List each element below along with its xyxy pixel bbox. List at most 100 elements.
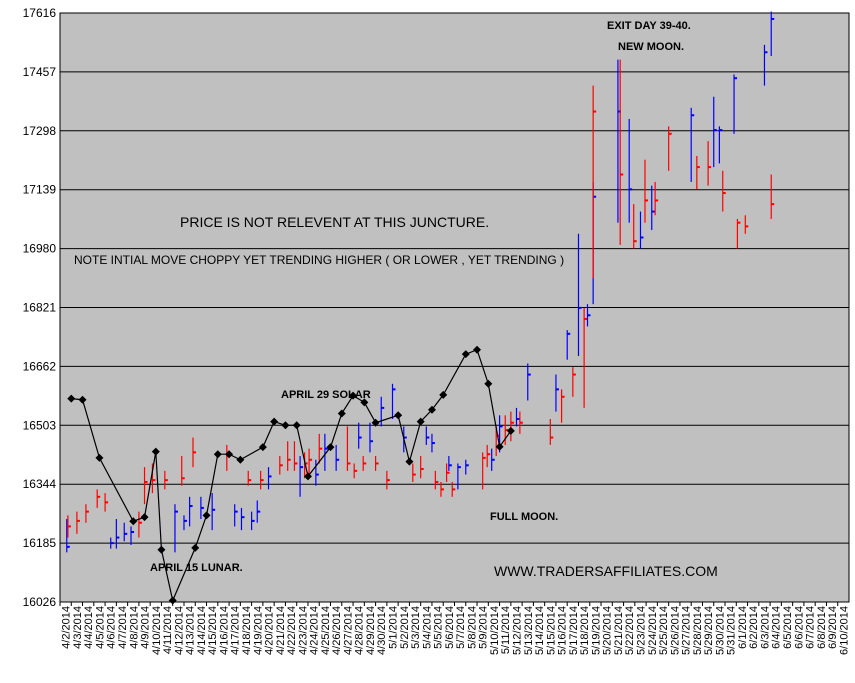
x-tick-label: 6/9/2014 <box>827 606 839 649</box>
price-bar <box>549 419 554 445</box>
x-tick-label: 6/5/2014 <box>782 606 794 649</box>
y-tick-label: 16503 <box>23 418 57 432</box>
price-bar <box>434 470 439 490</box>
x-tick-label: 4/25/2014 <box>320 606 332 655</box>
price-bar <box>362 456 367 471</box>
y-tick-label: 16662 <box>23 359 57 373</box>
price-bar <box>744 215 749 234</box>
x-tick-label: 5/10/2014 <box>489 606 501 655</box>
price-bar <box>451 481 456 497</box>
price-bar <box>654 181 659 216</box>
x-tick-label: 5/11/2014 <box>500 606 512 654</box>
cycle-line-point <box>484 379 493 388</box>
x-tick-label: 4/7/2014 <box>117 606 129 649</box>
price-bar <box>130 526 135 545</box>
x-tick-label: 5/21/2014 <box>613 606 625 655</box>
price-bar <box>465 459 469 475</box>
price-bar <box>164 470 168 490</box>
cycle-line-point <box>292 421 301 430</box>
x-tick-label: 6/1/2014 <box>737 606 749 649</box>
x-tick-label: 5/13/2014 <box>523 606 535 655</box>
price-bar <box>386 470 390 490</box>
x-tick-label: 5/25/2014 <box>658 606 670 655</box>
cycle-line-point <box>95 453 104 462</box>
gridlines <box>59 12 850 603</box>
annotation-exit-day: EXIT DAY 39-40. <box>607 20 691 32</box>
x-tick-label: 4/28/2014 <box>354 606 366 655</box>
cycle-line-point <box>360 398 369 407</box>
price-bar <box>566 330 571 360</box>
price-bar <box>668 126 672 171</box>
x-tick-label: 5/30/2014 <box>714 606 726 655</box>
y-tick-label: 17616 <box>23 6 57 20</box>
price-bars <box>66 11 775 553</box>
price-bar <box>67 515 71 538</box>
y-tick-label: 17139 <box>23 183 57 197</box>
annotation-full-moon: FULL MOON. <box>490 511 558 523</box>
x-tick-label: 5/2/2014 <box>399 606 411 649</box>
x-tick-label: 4/6/2014 <box>106 606 118 649</box>
price-bar <box>335 444 340 471</box>
price-bar <box>718 126 723 164</box>
x-tick-label: 5/8/2014 <box>466 606 478 649</box>
cycle-line-point <box>371 418 380 427</box>
price-bar <box>644 159 648 223</box>
price-bar <box>200 496 204 520</box>
x-tick-label: 5/14/2014 <box>534 606 546 655</box>
x-tick-label: 5/12/2014 <box>511 606 523 655</box>
x-tick-label: 5/17/2014 <box>568 606 580 655</box>
x-tick-label: 6/3/2014 <box>759 606 771 649</box>
x-tick-label: 4/19/2014 <box>252 606 264 655</box>
price-bar <box>736 218 741 249</box>
cycle-line-point <box>270 417 279 426</box>
price-bar <box>448 456 452 471</box>
x-tick-label: 4/5/2014 <box>94 606 106 649</box>
x-tick-label: 4/16/2014 <box>218 606 230 655</box>
price-bar <box>251 511 255 531</box>
price-bar <box>247 470 252 486</box>
annotation-website: WWW.TRADERSAFFILIATES.COM <box>494 563 718 579</box>
y-axis-ticks: 16026 16185 16344 16503 16662 16821 16980 17139… <box>23 6 57 609</box>
x-tick-label: 4/8/2014 <box>128 606 140 649</box>
price-bar <box>279 456 283 475</box>
annotation-april15: APRIL 15 LUNAR. <box>150 562 243 574</box>
price-bar <box>318 433 323 464</box>
cycle-line-point <box>202 511 211 520</box>
price-bar <box>482 452 486 490</box>
price-bar <box>115 519 120 549</box>
price-bar <box>446 463 450 482</box>
price-bar <box>770 174 775 219</box>
price-bar <box>639 211 644 249</box>
annotation-april29: APRIL 29 SOLAR <box>281 389 371 401</box>
price-bar <box>431 433 435 453</box>
price-bar <box>66 519 70 553</box>
y-tick-label: 16026 <box>23 595 57 609</box>
y-tick-label: 16980 <box>23 242 57 256</box>
cycle-line-point <box>140 513 149 522</box>
x-tick-label: 5/19/2014 <box>590 606 602 655</box>
x-tick-label: 4/18/2014 <box>241 606 253 655</box>
price-bar <box>486 444 491 468</box>
cycle-line-point <box>168 596 177 605</box>
price-bar <box>85 504 89 523</box>
cycle-line-point <box>394 411 403 420</box>
price-bar <box>628 118 633 223</box>
price-bar <box>763 44 768 86</box>
x-tick-label: 6/10/2014 <box>838 606 850 655</box>
y-tick-label: 16185 <box>23 536 57 550</box>
cycle-line-point <box>337 409 346 418</box>
price-bar <box>315 459 319 486</box>
x-tick-label: 4/15/2014 <box>207 606 219 655</box>
price-bar <box>770 11 775 56</box>
x-tick-label: 4/12/2014 <box>173 606 185 655</box>
cycle-line-point <box>129 517 138 526</box>
price-bar <box>619 59 624 245</box>
x-tick-label: 4/27/2014 <box>342 606 354 655</box>
x-tick-label: 4/11/2014 <box>162 606 174 654</box>
price-bar <box>491 448 495 471</box>
price-bar <box>391 383 396 420</box>
cycle-line-point <box>281 421 290 430</box>
cycle-line-point <box>473 345 482 354</box>
price-bar <box>696 155 700 190</box>
price-bar <box>353 463 358 479</box>
